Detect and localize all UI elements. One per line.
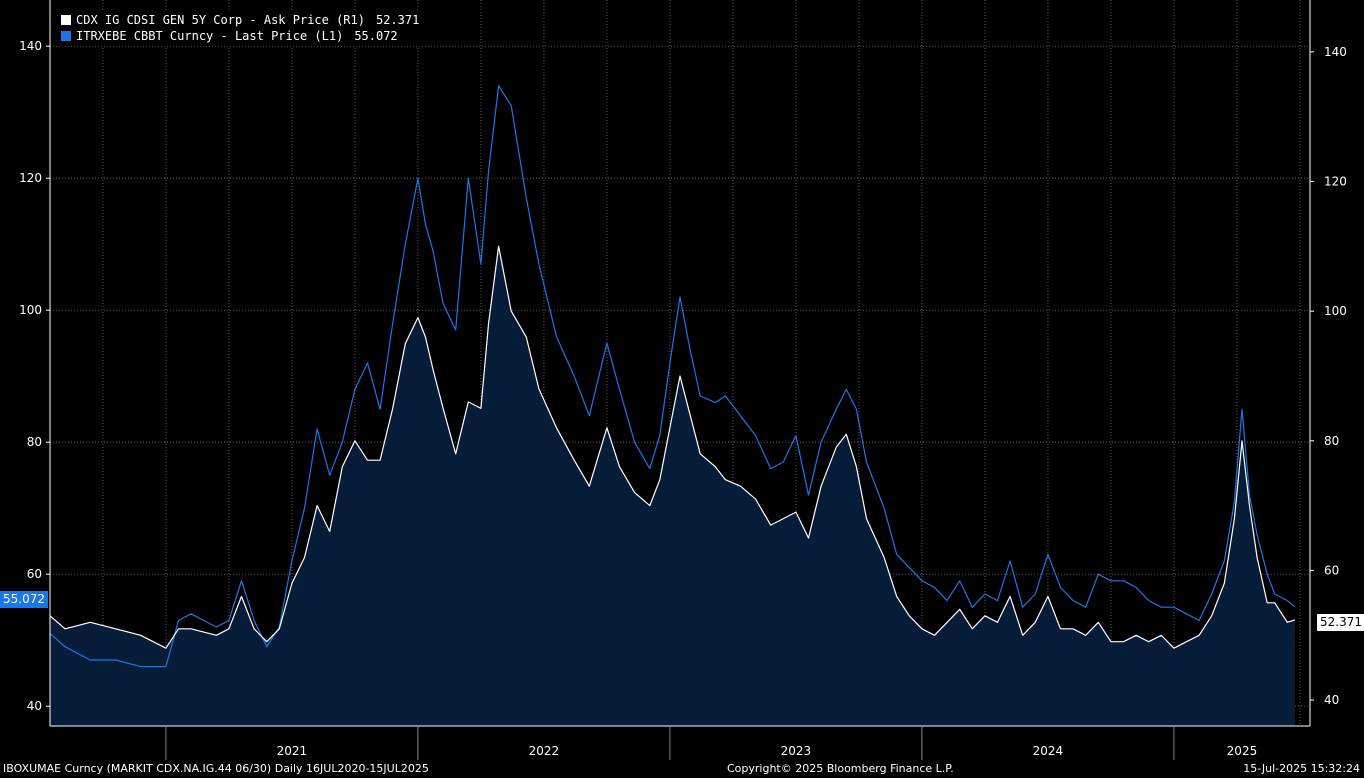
legend-swatch-itraxx [61, 31, 71, 41]
series-line-itraxx [50, 85, 1296, 668]
right-tick-label: 60 [1324, 563, 1339, 577]
legend: CDX IG CDSI GEN 5Y Corp - Ask Price (R1)… [57, 10, 424, 46]
legend-value-cdx: 52.371 [375, 13, 420, 27]
right-tick-label: 120 [1324, 175, 1347, 189]
legend-item-cdx[interactable]: CDX IG CDSI GEN 5Y Corp - Ask Price (R1)… [61, 12, 419, 28]
axes: 40 60 80 100 120 140 40 60 80 100 120 140 2021 2022 20… [19, 0, 1347, 760]
footer-timestamp: 15-Jul-2025 15:32:24 [1243, 762, 1360, 775]
right-tick-label: 140 [1324, 45, 1347, 59]
left-tick-label: 40 [27, 699, 42, 713]
left-tick-label: 60 [27, 567, 42, 581]
left-tick-label: 100 [19, 303, 42, 317]
legend-value-itraxx: 55.072 [354, 29, 398, 43]
series-line-cdx [50, 245, 1296, 649]
legend-item-itraxx[interactable]: ITRXEBE CBBT Curncy - Last Price (L1) 55… [61, 28, 419, 44]
year-label: 2023 [781, 744, 812, 758]
left-tick-label: 140 [19, 39, 42, 53]
footer-security-info: IBOXUMAE Curncy (MARKIT CDX.NA.IG.44 06/… [3, 762, 429, 775]
series-lines [50, 85, 1296, 668]
right-tick-label: 40 [1324, 693, 1339, 707]
last-value-badge-right: 52.371 [1317, 614, 1364, 631]
year-label: 2022 [529, 744, 560, 758]
footer-copyright: Copyright© 2025 Bloomberg Finance L.P. [727, 762, 954, 775]
left-tick-label: 80 [27, 435, 42, 449]
area-fill-layer [50, 246, 1295, 726]
year-label: 2024 [1033, 744, 1064, 758]
legend-label-itraxx: ITRXEBE CBBT Curncy - Last Price (L1) [76, 29, 344, 43]
year-label: 2025 [1227, 744, 1258, 758]
right-tick-label: 80 [1324, 434, 1339, 448]
legend-label-cdx: CDX IG CDSI GEN 5Y Corp - Ask Price (R1) [76, 13, 365, 27]
area-cdx-ig [50, 246, 1295, 726]
legend-swatch-cdx [61, 15, 71, 25]
left-tick-label: 120 [19, 171, 42, 185]
right-tick-label: 100 [1324, 304, 1347, 318]
year-label: 2021 [277, 744, 308, 758]
last-value-badge-left: 55.072 [0, 591, 48, 608]
